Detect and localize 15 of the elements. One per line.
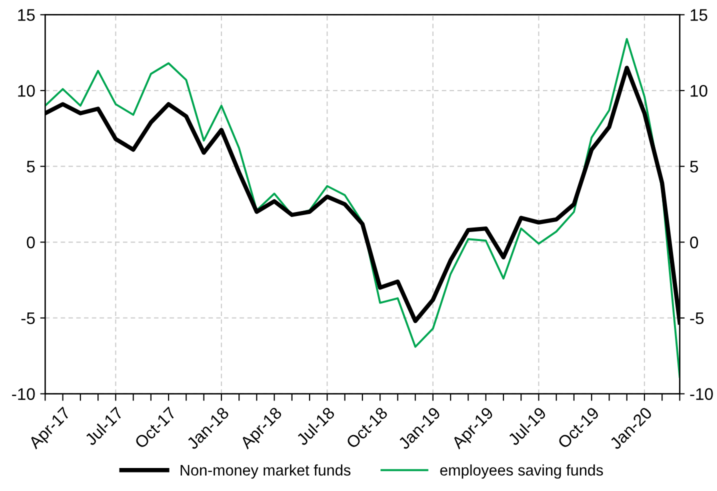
y2-tick-label: 5 bbox=[690, 160, 698, 173]
y-tick-label: -10 bbox=[12, 388, 35, 400]
line-series bbox=[45, 38, 680, 378]
y-tick-label: 10 bbox=[18, 84, 35, 97]
y2-tick-label: 0 bbox=[690, 236, 698, 248]
legend-label: employees saving funds bbox=[440, 464, 603, 479]
y-tick-label: 15 bbox=[18, 9, 35, 21]
legend-label: Non-money market funds bbox=[180, 464, 350, 479]
y-tick-label: -5 bbox=[21, 312, 35, 324]
y2-tick-label: -5 bbox=[690, 312, 704, 324]
y2-tick-label: 15 bbox=[690, 9, 708, 21]
y2-tick-label: -10 bbox=[690, 388, 713, 400]
y-tick-label: 5 bbox=[26, 160, 35, 173]
y2-tick-label: 10 bbox=[690, 84, 708, 97]
y-tick-label: 0 bbox=[26, 236, 35, 248]
